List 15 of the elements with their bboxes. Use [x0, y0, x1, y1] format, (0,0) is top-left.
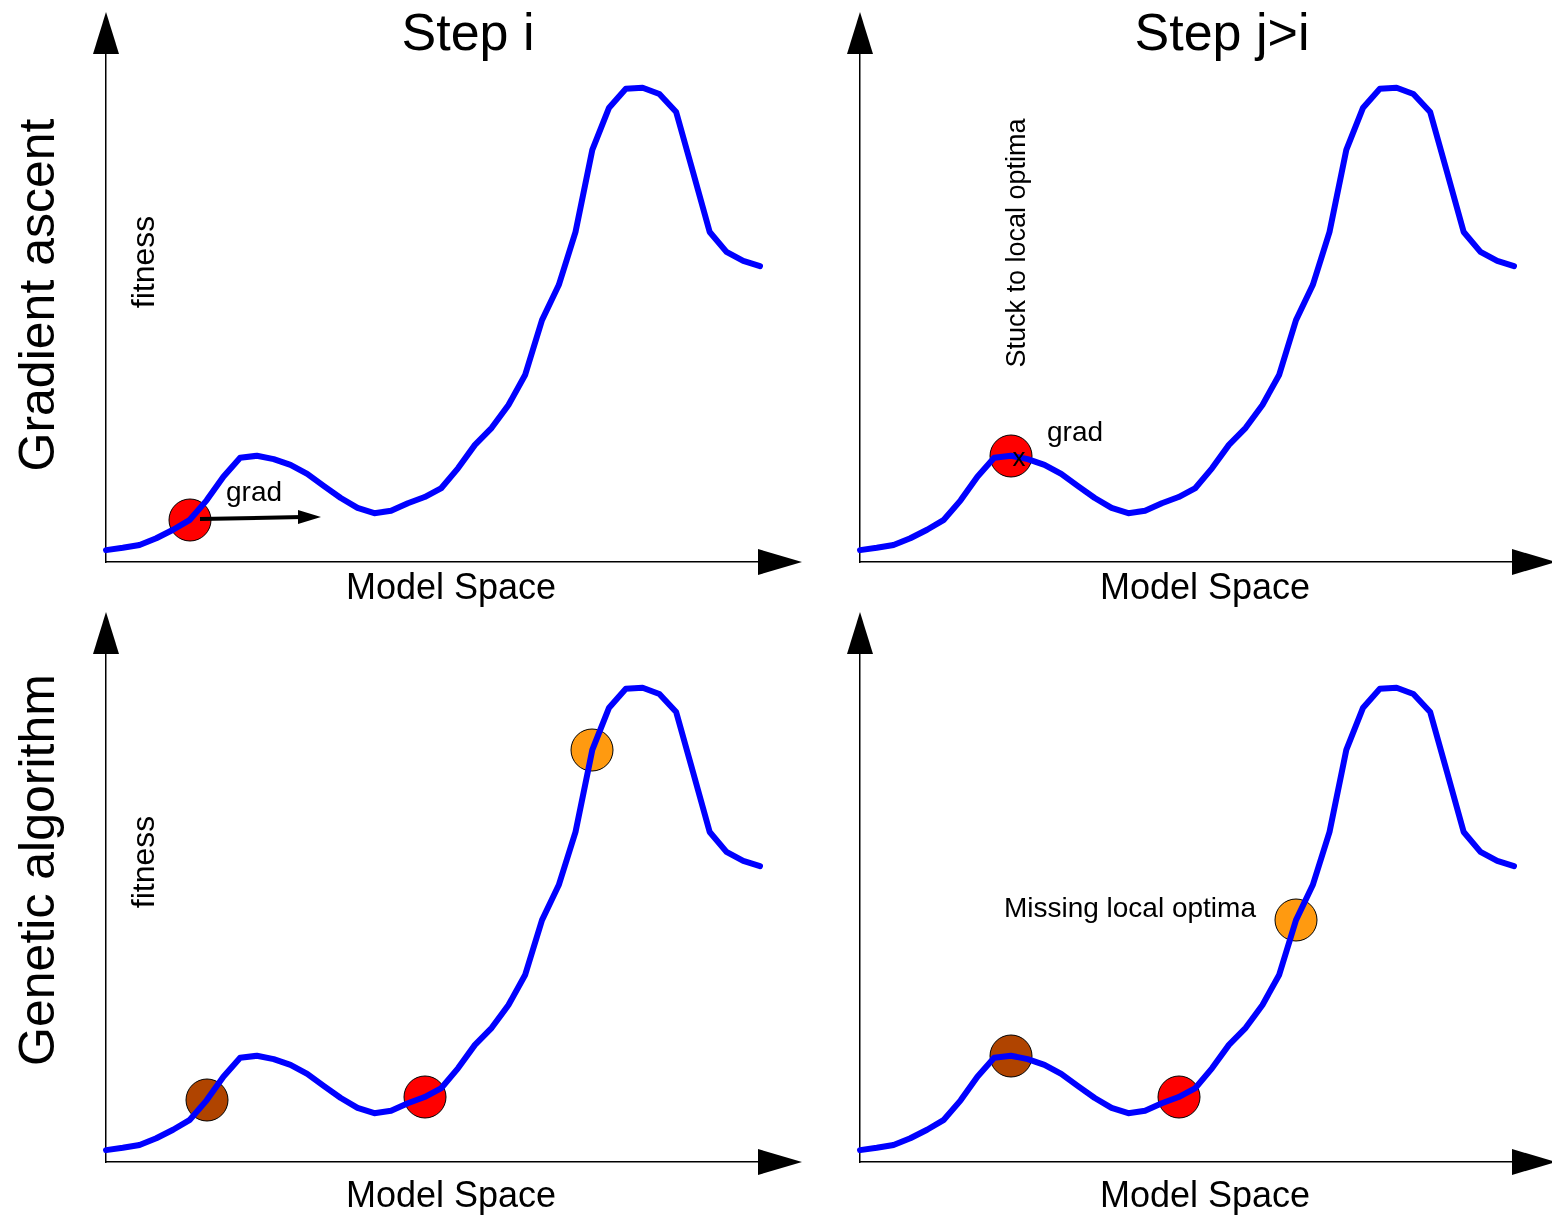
x-axis-title: Model Space	[345, 1173, 557, 1215]
x-axis-title: Model Space	[345, 565, 557, 607]
y-axis-title: fitness	[124, 215, 161, 309]
annotation: grad	[1047, 415, 1104, 447]
annotation: Stuck to local optima	[1001, 117, 1032, 368]
y-axis-title: fitness	[124, 815, 161, 909]
annotation: grad	[226, 475, 283, 507]
x-axis-title: Model Space	[1099, 1173, 1311, 1215]
chart-title: Step j>i	[1134, 3, 1310, 62]
x-axis-title: Model Space	[1099, 565, 1311, 607]
text: Gradient ascent	[8, 118, 65, 472]
annotation: Missing local optima	[1003, 891, 1257, 923]
chart-title: Step i	[401, 3, 535, 62]
text: Genetic algorithm	[8, 674, 65, 1066]
annotation: x	[1012, 441, 1026, 473]
